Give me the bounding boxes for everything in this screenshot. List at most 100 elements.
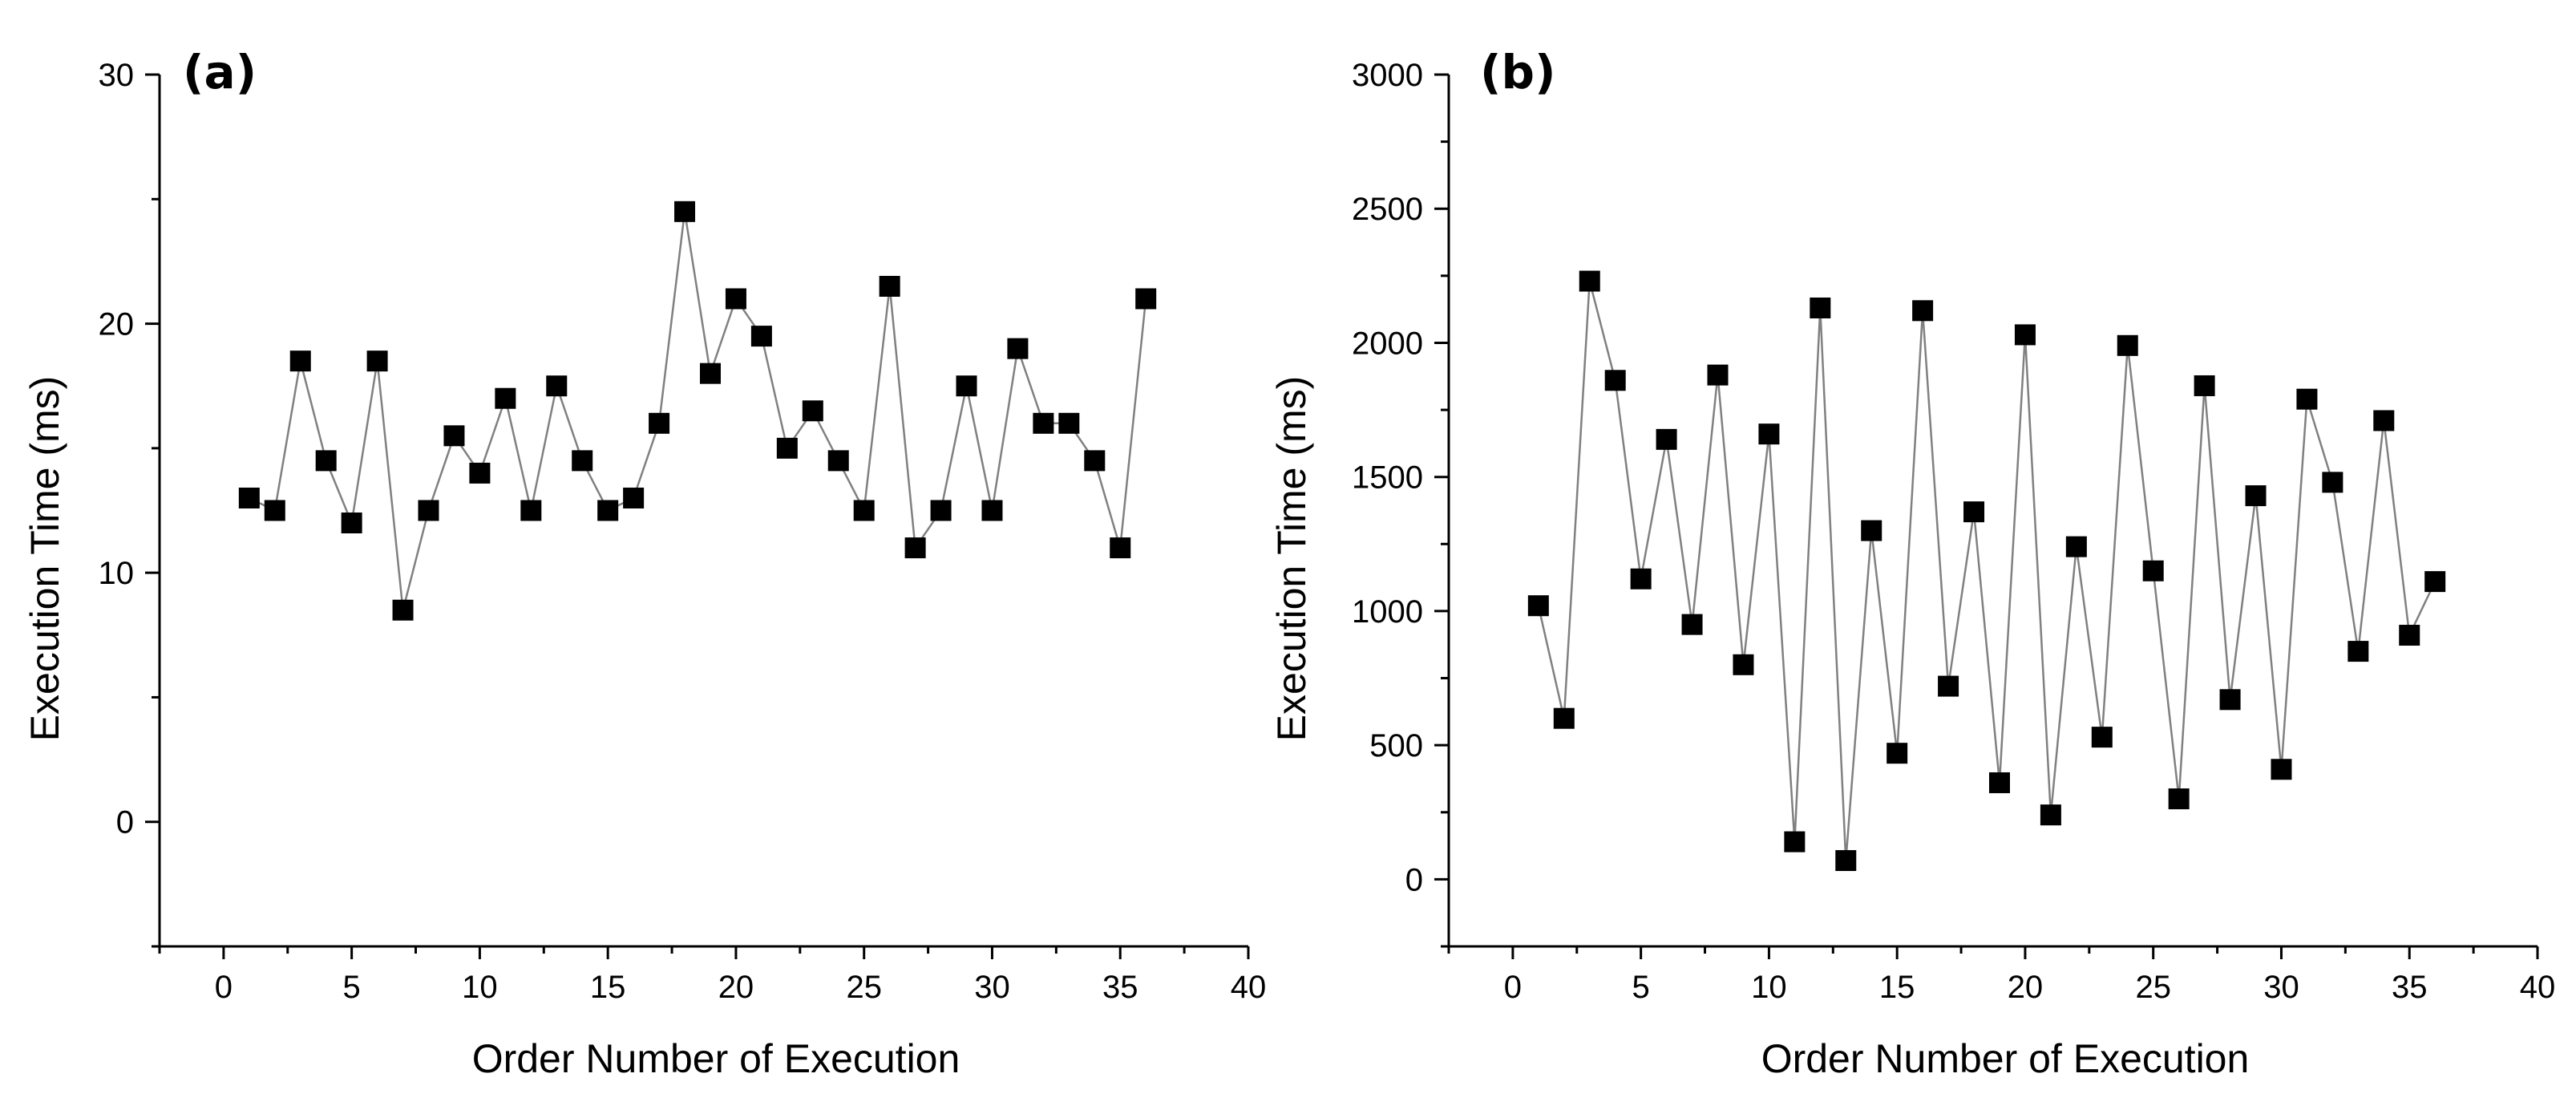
data-point <box>264 500 285 521</box>
data-point <box>1656 428 1677 450</box>
data-point <box>392 599 414 621</box>
y-tick-label: 20 <box>99 307 135 342</box>
data-point <box>1579 270 1600 292</box>
y-tick-label: 0 <box>1405 862 1423 897</box>
data-point <box>674 201 696 222</box>
data-point <box>827 450 849 472</box>
data-point <box>1887 743 1908 764</box>
x-tick-label: 25 <box>2135 970 2171 1005</box>
x-tick-label: 0 <box>1504 970 1522 1005</box>
data-point <box>2065 536 2087 557</box>
data-point <box>2296 388 2318 410</box>
panel-label: (b) <box>1480 45 1556 99</box>
data-point <box>546 375 568 397</box>
x-tick-label: 15 <box>1879 970 1915 1005</box>
data-point <box>802 400 823 422</box>
data-point <box>2219 689 2241 711</box>
data-point <box>2348 641 2369 662</box>
x-tick-label: 0 <box>215 970 233 1005</box>
data-point <box>2322 472 2343 493</box>
data-point <box>341 512 362 534</box>
x-tick-label: 25 <box>846 970 882 1005</box>
data-point <box>1084 450 1106 472</box>
data-point <box>1058 412 1080 434</box>
series-line <box>249 211 1147 611</box>
data-point <box>1861 520 1882 541</box>
y-tick-label: 30 <box>99 58 135 93</box>
data-point <box>1681 614 1703 635</box>
x-tick-label: 20 <box>718 970 754 1005</box>
series-line <box>1537 281 2436 861</box>
x-axis-title: Order Number of Execution <box>472 1036 960 1081</box>
data-point <box>2399 625 2420 646</box>
y-tick-label: 0 <box>116 805 134 841</box>
data-point <box>1110 537 1131 559</box>
y-tick-label: 2500 <box>1352 192 1423 227</box>
data-point <box>572 450 593 472</box>
x-tick-label: 40 <box>2520 970 2556 1005</box>
data-point <box>2014 324 2036 346</box>
x-tick-label: 40 <box>1231 970 1267 1005</box>
data-point <box>623 487 645 508</box>
y-axis-title: Execution Time (ms) <box>1269 376 1314 742</box>
data-point <box>649 412 670 434</box>
data-point <box>1963 501 1985 523</box>
data-point <box>776 437 798 459</box>
data-point <box>1135 288 1157 310</box>
data-point <box>238 487 260 508</box>
x-tick-label: 10 <box>1751 970 1787 1005</box>
data-point <box>2194 375 2215 396</box>
panel-label: (a) <box>183 45 257 99</box>
data-point <box>597 500 619 521</box>
data-point <box>1707 364 1729 386</box>
data-point <box>2373 410 2395 431</box>
y-axis-title: Execution Time (ms) <box>22 376 67 742</box>
x-tick-label: 15 <box>590 970 626 1005</box>
y-tick-label: 1000 <box>1352 594 1423 630</box>
x-axis-title: Order Number of Execution <box>1761 1036 2250 1081</box>
data-point <box>930 500 952 521</box>
data-point <box>2142 560 2164 581</box>
data-point <box>1784 831 1806 853</box>
data-point <box>1988 772 2010 793</box>
data-point <box>1835 849 1857 871</box>
chart-panel-a: 0 5 10 15 20 25 30 35 40 0 10 20 30 Order Number of E… <box>22 45 1266 1081</box>
data-point <box>289 350 311 372</box>
data-point <box>904 537 926 559</box>
y-tick-label: 3000 <box>1352 58 1423 93</box>
data-point <box>1630 568 1652 589</box>
data-point <box>418 500 439 521</box>
data-point <box>469 462 491 484</box>
data-point <box>2117 334 2138 356</box>
data-point <box>315 450 337 472</box>
y-tick-label: 10 <box>99 556 135 591</box>
data-point <box>1810 297 1831 318</box>
x-tick-label: 35 <box>2392 970 2428 1005</box>
data-point <box>495 387 516 409</box>
y-tick-label: 2000 <box>1352 326 1423 361</box>
x-tick-label: 30 <box>2263 970 2299 1005</box>
x-tick-label: 5 <box>343 970 361 1005</box>
data-point <box>1527 595 1549 617</box>
data-point <box>443 425 465 447</box>
x-tick-label: 20 <box>2008 970 2044 1005</box>
data-point <box>725 288 746 310</box>
data-point <box>2424 571 2446 593</box>
data-point <box>1604 370 1626 391</box>
x-tick-label: 10 <box>462 970 498 1005</box>
data-point <box>520 500 542 521</box>
data-point <box>1007 338 1029 359</box>
x-tick-label: 35 <box>1102 970 1138 1005</box>
data-point <box>750 326 772 347</box>
data-point <box>1033 412 1054 434</box>
data-point <box>956 375 977 397</box>
chart-panel-b: 0 5 10 15 20 25 30 35 40 0 500 1000 1500 2000 2500 3000… <box>1269 45 2555 1081</box>
data-point <box>1553 707 1575 729</box>
data-point <box>1912 300 1934 322</box>
data-point <box>2091 727 2113 748</box>
data-point <box>2040 804 2061 826</box>
data-point <box>981 500 1003 521</box>
data-point <box>2271 759 2292 780</box>
data-point <box>1733 654 1754 675</box>
